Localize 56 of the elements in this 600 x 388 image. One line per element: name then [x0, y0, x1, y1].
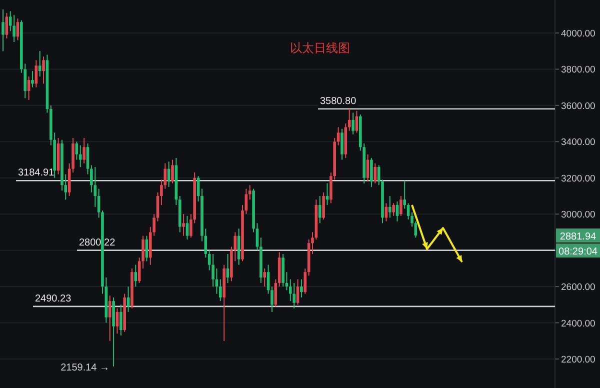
candlestick	[318, 195, 322, 224]
text: 2881.94	[560, 231, 597, 242]
candlestick	[392, 202, 395, 216]
annotation: 2159.14 →	[60, 362, 110, 374]
text: 以太日线图	[290, 41, 350, 55]
candlestick	[355, 110, 358, 134]
candlestick	[27, 76, 30, 100]
candlestick	[182, 214, 185, 236]
y-tick-label: 2600.00	[561, 282, 596, 294]
candlestick	[42, 56, 45, 84]
candlestick	[38, 50, 42, 77]
candlestick	[86, 142, 90, 175]
candlestick	[340, 128, 344, 160]
candlestick	[31, 70, 34, 88]
candlestick	[374, 162, 377, 184]
y-tick-label: 3000.00	[561, 210, 596, 221]
candlestick	[396, 200, 399, 222]
candlestick	[108, 295, 112, 342]
candlestick	[134, 264, 138, 288]
y-tick-label: 3800.00	[561, 64, 596, 76]
candlestick	[116, 308, 119, 334]
candlestick	[120, 304, 122, 336]
candlestick	[186, 215, 189, 240]
candlestick	[16, 18, 20, 41]
y-tick-label: 3600.00	[561, 100, 596, 112]
y-tick-label: 4000.00	[561, 28, 596, 40]
candlestick	[263, 268, 266, 288]
candlestick	[12, 14, 16, 43]
candlestick	[82, 138, 86, 164]
candlestick	[322, 192, 325, 220]
candlestick	[352, 112, 354, 135]
candlestick	[403, 180, 406, 210]
ref-line-label: 2490.23	[35, 293, 72, 304]
y-tick-label: 3200.00	[561, 173, 596, 184]
candlestick	[296, 278, 300, 306]
y-tick-label: 2200.00	[561, 354, 596, 366]
y-tick-label: 3400.00	[561, 137, 596, 148]
candlestick	[248, 184, 252, 200]
candlestick	[94, 166, 97, 208]
candlestick	[300, 278, 303, 298]
text: 08:29:04	[558, 246, 598, 258]
candlestick	[304, 268, 307, 294]
candlestick	[2, 8, 4, 52]
candlestick	[218, 278, 222, 302]
candlestick	[171, 159, 174, 184]
candlestick	[75, 141, 78, 160]
candlestick	[406, 202, 410, 220]
y-tick-label: 2400.00	[561, 318, 596, 330]
candlestick	[292, 282, 296, 309]
candlestick	[370, 157, 373, 188]
ref-line-label: 3184.91	[18, 168, 55, 179]
candlestick	[5, 12, 8, 39]
candlestick	[78, 144, 82, 168]
ref-line-label: 3580.80	[320, 96, 357, 107]
candlestick	[400, 195, 402, 216]
candlestick	[388, 195, 392, 218]
